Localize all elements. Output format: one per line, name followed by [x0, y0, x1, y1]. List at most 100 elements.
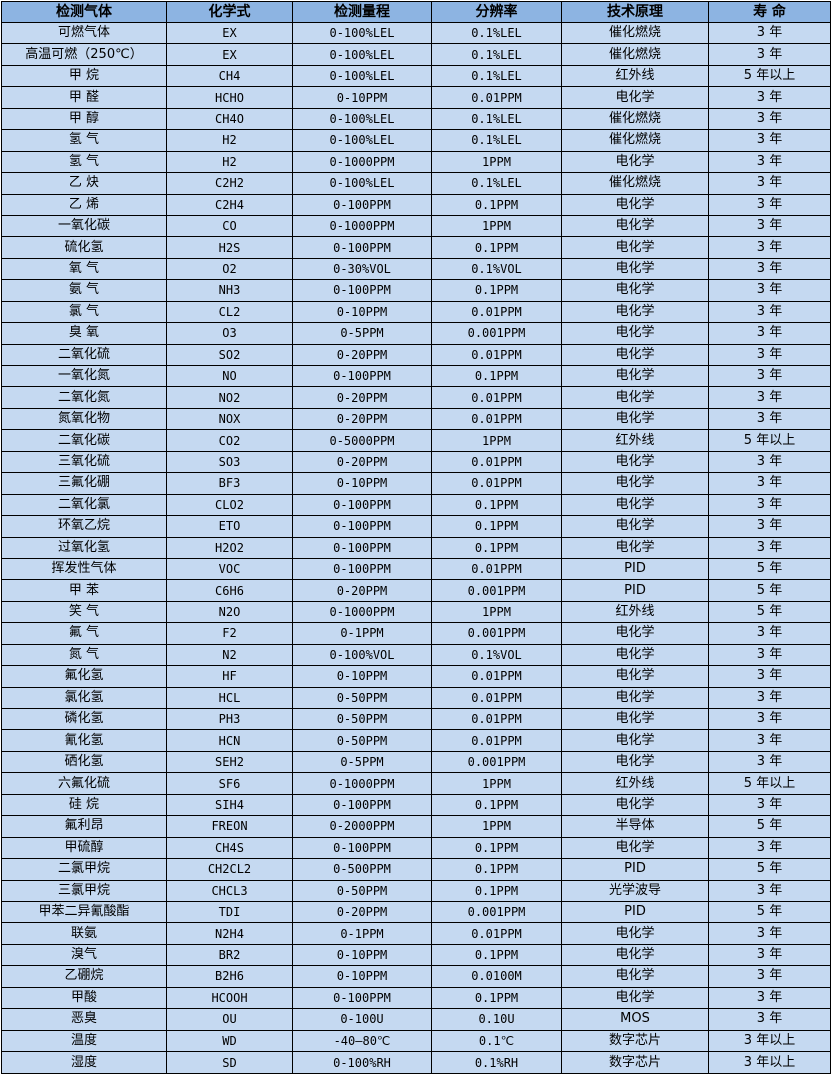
cell-gas-name: 三氯甲烷 [1, 879, 167, 902]
cell-gas-name: 二氧化氯 [1, 493, 167, 517]
cell-resolution: 1PPM [431, 214, 562, 238]
table-row: 乙硼烷 B2H6 0-10PPM 0.0100M 电化学 3 年 [1, 965, 831, 988]
cell-formula: PH3 [166, 707, 293, 731]
cell-range: 0-100PPM [292, 515, 432, 538]
cell-lifespan: 3 年 [708, 386, 831, 409]
cell-range: 0-1PPM [292, 922, 432, 945]
cell-range: 0-100PPM [292, 793, 432, 817]
table-row: 硒化氢 SEH2 0-5PPM 0.001PPM 电化学 3 年 [1, 750, 831, 774]
cell-lifespan: 3 年 [708, 1008, 831, 1031]
cell-formula: SEH2 [166, 750, 293, 774]
cell-formula: H2 [166, 129, 293, 152]
cell-gas-name: 三氧化硫 [1, 450, 167, 474]
cell-gas-name: 甲 烷 [1, 64, 167, 88]
cell-principle: 电化学 [561, 665, 709, 688]
table-row: 磷化氢 PH3 0-50PPM 0.01PPM 电化学 3 年 [1, 707, 831, 731]
cell-lifespan: 5 年以上 [708, 772, 831, 795]
table-row: 氯化氢 HCL 0-50PPM 0.01PPM 电化学 3 年 [1, 686, 831, 710]
cell-gas-name: 甲 醛 [1, 86, 167, 109]
cell-lifespan: 5 年 [708, 900, 831, 924]
cell-principle: 电化学 [561, 214, 709, 238]
cell-principle: 电化学 [561, 686, 709, 710]
cell-resolution: 0.1PPM [431, 364, 562, 388]
cell-range: 0-100PPM [292, 193, 432, 216]
table-row: 甲 烷 CH4 0-100%LEL 0.1%LEL 红外线 5 年以上 [1, 64, 831, 88]
cell-resolution: 0.1%VOL [431, 257, 562, 281]
table-row: 二氧化硫 SO2 0-20PPM 0.01PPM 电化学 3 年 [1, 343, 831, 367]
cell-resolution: 0.1PPM [431, 858, 562, 881]
cell-formula: OU [166, 1008, 293, 1031]
cell-resolution: 0.1%LEL [431, 21, 562, 45]
cell-resolution: 0.0100M [431, 965, 562, 988]
cell-principle: 电化学 [561, 493, 709, 517]
cell-principle: 电化学 [561, 386, 709, 409]
cell-formula: CH4S [166, 836, 293, 860]
cell-principle: 电化学 [561, 450, 709, 474]
cell-resolution: 0.1%VOL [431, 643, 562, 667]
cell-lifespan: 3 年 [708, 493, 831, 517]
cell-resolution: 1PPM [431, 600, 562, 624]
cell-range: 0-50PPM [292, 879, 432, 902]
cell-lifespan: 3 年以上 [708, 1029, 831, 1053]
cell-range: 0-10PPM [292, 943, 432, 967]
cell-lifespan: 3 年以上 [708, 1051, 831, 1074]
column-header-gas-name: 检测气体 [1, 1, 167, 23]
cell-lifespan: 5 年 [708, 579, 831, 602]
table-row: 氯 气 CL2 0-10PPM 0.01PPM 电化学 3 年 [1, 300, 831, 324]
cell-formula: SD [166, 1051, 293, 1074]
cell-formula: F2 [166, 622, 293, 645]
cell-gas-name: 二氧化碳 [1, 429, 167, 452]
cell-formula: H2O2 [166, 536, 293, 559]
cell-range: 0-100%LEL [292, 64, 432, 88]
cell-range: 0-100%LEL [292, 129, 432, 152]
cell-gas-name: 氰化氢 [1, 729, 167, 752]
cell-resolution: 0.1%LEL [431, 172, 562, 195]
cell-lifespan: 3 年 [708, 450, 831, 474]
cell-lifespan: 3 年 [708, 193, 831, 216]
cell-range: 0-100PPM [292, 536, 432, 559]
cell-lifespan: 3 年 [708, 943, 831, 967]
cell-formula: TDI [166, 900, 293, 924]
cell-resolution: 0.001PPM [431, 900, 562, 924]
table-row: 氢 气 H2 0-1000PPM 1PPM 电化学 3 年 [1, 150, 831, 174]
cell-gas-name: 六氟化硫 [1, 772, 167, 795]
table-row: 氟 气 F2 0-1PPM 0.001PPM 电化学 3 年 [1, 622, 831, 645]
cell-lifespan: 3 年 [708, 750, 831, 774]
table-row: 环氧乙烷 ETO 0-100PPM 0.1PPM 电化学 3 年 [1, 515, 831, 538]
cell-lifespan: 5 年 [708, 557, 831, 581]
cell-gas-name: 氯化氢 [1, 686, 167, 710]
cell-range: 0-100PPM [292, 493, 432, 517]
cell-formula: EX [166, 43, 293, 66]
cell-gas-name: 氟 气 [1, 622, 167, 645]
cell-range: 0-100PPM [292, 836, 432, 860]
cell-gas-name: 联氨 [1, 922, 167, 945]
cell-lifespan: 3 年 [708, 922, 831, 945]
table-row: 高温可燃（250℃） EX 0-100%LEL 0.1%LEL 催化燃烧 3 年 [1, 43, 831, 66]
cell-lifespan: 3 年 [708, 322, 831, 345]
cell-gas-name: 氮 气 [1, 643, 167, 667]
cell-gas-name: 甲 醇 [1, 107, 167, 131]
cell-principle: 电化学 [561, 750, 709, 774]
table-row: 联氨 N2H4 0-1PPM 0.01PPM 电化学 3 年 [1, 922, 831, 945]
cell-range: 0-100%VOL [292, 643, 432, 667]
cell-principle: 红外线 [561, 600, 709, 624]
cell-lifespan: 3 年 [708, 643, 831, 667]
cell-resolution: 0.1PPM [431, 536, 562, 559]
cell-formula: SF6 [166, 772, 293, 795]
cell-gas-name: 氟利昂 [1, 815, 167, 838]
cell-lifespan: 3 年 [708, 300, 831, 324]
cell-range: 0-2000PPM [292, 815, 432, 838]
cell-range: 0-30%VOL [292, 257, 432, 281]
cell-principle: 电化学 [561, 193, 709, 216]
table-row: 氰化氢 HCN 0-50PPM 0.01PPM 电化学 3 年 [1, 729, 831, 752]
cell-formula: NOX [166, 407, 293, 431]
cell-formula: VOC [166, 557, 293, 581]
cell-lifespan: 3 年 [708, 965, 831, 988]
cell-lifespan: 3 年 [708, 129, 831, 152]
column-header-resolution: 分辨率 [431, 1, 562, 23]
table-row: 三氟化硼 BF3 0-10PPM 0.01PPM 电化学 3 年 [1, 472, 831, 495]
cell-lifespan: 3 年 [708, 793, 831, 817]
cell-gas-name: 硒化氢 [1, 750, 167, 774]
cell-range: 0-1PPM [292, 622, 432, 645]
cell-gas-name: 氢 气 [1, 129, 167, 152]
